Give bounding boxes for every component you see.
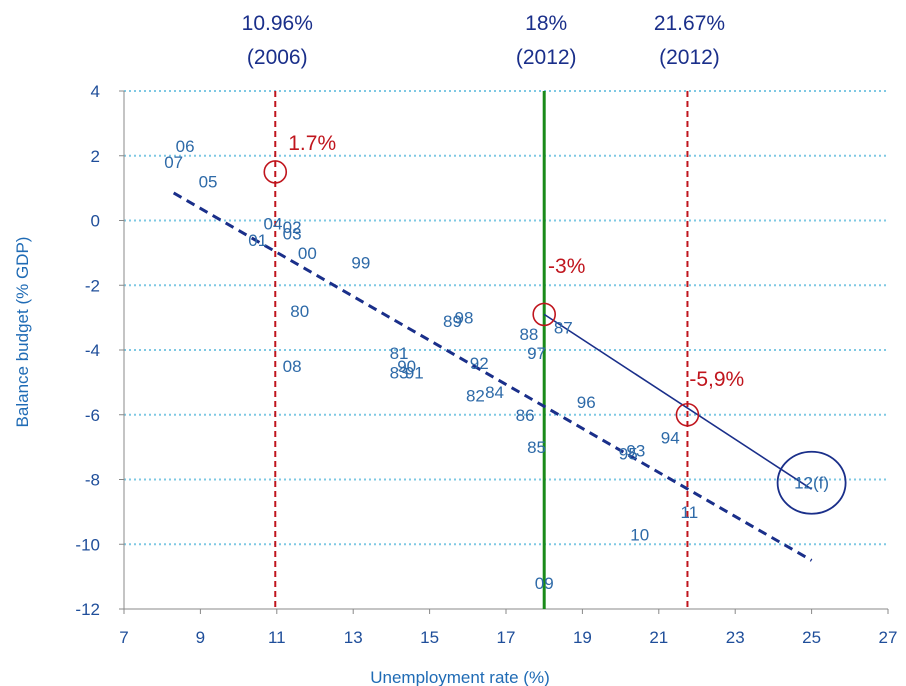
data-point: 03 (283, 224, 302, 243)
data-point: 92 (470, 354, 489, 373)
x-tick-label: 23 (726, 628, 745, 647)
data-point: 87 (554, 318, 573, 337)
y-tick-label: -2 (85, 276, 100, 295)
grid-lines (124, 90, 888, 546)
axes (119, 90, 889, 614)
data-point: 91 (405, 364, 424, 383)
forecast-ellipse (776, 450, 847, 515)
marker-circle (532, 302, 557, 327)
marker-label: 1.7% (288, 132, 336, 155)
vline-label-value: 10.96% (242, 12, 313, 35)
y-tick-label: -8 (85, 471, 100, 490)
data-point: 90 (397, 357, 416, 376)
marker-label: -5,9% (689, 368, 744, 391)
x-tick-label: 27 (879, 628, 898, 647)
data-point: 86 (516, 406, 535, 425)
y-tick-label: 4 (91, 82, 100, 101)
data-point: 98 (455, 309, 474, 328)
y-tick-label: -12 (75, 600, 100, 619)
x-tick-label: 25 (802, 628, 821, 647)
marker-label: -3% (548, 255, 585, 278)
x-tick-label: 19 (573, 628, 592, 647)
marker-circle (675, 402, 700, 427)
x-tick-label: 7 (119, 628, 128, 647)
data-point: 01 (248, 231, 267, 250)
data-point: 97 (527, 344, 546, 363)
tick-labels: 4 2 0 -2 -4 -6 -8 -10 -12 7 9 11 13 15 17 19 21 23 25 27 (75, 82, 897, 647)
y-tick-label: -6 (85, 406, 100, 425)
data-point: 93 (626, 441, 645, 460)
y-axis-title: Balance budget (% GDP) (13, 237, 32, 428)
data-point: 10 (630, 526, 649, 545)
x-tick-label: 17 (497, 628, 516, 647)
vline-label-value: 21.67% (654, 12, 725, 35)
vline-label-year: (2006) (247, 46, 308, 69)
data-point: 09 (535, 574, 554, 593)
data-point: 85 (527, 438, 546, 457)
data-point: 05 (199, 173, 218, 192)
data-point: 82 (466, 386, 485, 405)
trend-line-dashed (172, 191, 813, 562)
vline-label-year: (2012) (516, 46, 577, 69)
data-point: 89 (443, 312, 462, 331)
reference-lines (172, 91, 813, 609)
data-point: 04 (264, 215, 283, 234)
data-point: 99 (351, 254, 370, 273)
marker-circle (263, 160, 288, 184)
data-point: 81 (390, 344, 409, 363)
data-point: 95 (619, 445, 638, 464)
y-tick-label: 2 (91, 147, 100, 166)
vline-label-year: (2012) (659, 46, 720, 69)
x-tick-label: 15 (420, 628, 439, 647)
trend-line-solid (543, 313, 813, 490)
data-point: 80 (290, 302, 309, 321)
y-tick-label: -10 (75, 535, 100, 554)
data-point: 06 (176, 137, 195, 156)
x-tick-label: 21 (649, 628, 668, 647)
y-tick-label: 0 (91, 212, 100, 231)
x-axis-title: Unemployment rate (%) (370, 668, 550, 686)
data-point: 11 (681, 503, 699, 522)
data-point: 07 (164, 153, 183, 172)
vline-label-value: 18% (525, 12, 567, 35)
x-tick-label: 9 (196, 628, 205, 647)
data-point: 84 (485, 383, 504, 402)
data-point: 94 (661, 428, 680, 447)
data-point: 96 (577, 393, 596, 412)
x-tick-label: 11 (268, 628, 286, 647)
x-tick-label: 13 (344, 628, 363, 647)
data-point: 88 (519, 325, 538, 344)
annotations: 10.96% (2006) 18% (2012) 21.67% (2012) 1.7% -3%… (242, 12, 847, 515)
data-point: 00 (298, 244, 317, 263)
data-point: 12(f) (794, 474, 829, 493)
data-point: 02 (283, 218, 302, 237)
data-point: 08 (283, 357, 302, 376)
data-point: 83 (390, 364, 409, 383)
y-tick-label: -4 (85, 341, 100, 360)
